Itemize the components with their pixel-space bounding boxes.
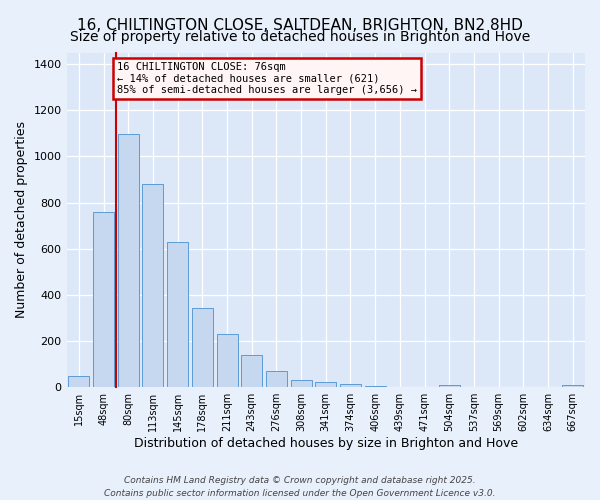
Bar xyxy=(340,384,361,387)
Bar xyxy=(167,242,188,387)
Bar xyxy=(439,385,460,387)
Bar xyxy=(290,380,311,387)
Bar xyxy=(118,134,139,387)
Bar xyxy=(562,385,583,387)
Bar xyxy=(315,382,336,387)
Bar xyxy=(142,184,163,387)
Bar xyxy=(365,386,386,387)
Bar xyxy=(93,212,114,387)
X-axis label: Distribution of detached houses by size in Brighton and Hove: Distribution of detached houses by size … xyxy=(134,437,518,450)
Text: Contains HM Land Registry data © Crown copyright and database right 2025.
Contai: Contains HM Land Registry data © Crown c… xyxy=(104,476,496,498)
Text: 16 CHILTINGTON CLOSE: 76sqm
← 14% of detached houses are smaller (621)
85% of se: 16 CHILTINGTON CLOSE: 76sqm ← 14% of det… xyxy=(117,62,417,95)
Bar xyxy=(241,355,262,387)
Y-axis label: Number of detached properties: Number of detached properties xyxy=(15,122,28,318)
Bar xyxy=(217,334,238,387)
Bar xyxy=(68,376,89,387)
Bar xyxy=(266,371,287,387)
Bar xyxy=(192,308,213,387)
Text: 16, CHILTINGTON CLOSE, SALTDEAN, BRIGHTON, BN2 8HD: 16, CHILTINGTON CLOSE, SALTDEAN, BRIGHTO… xyxy=(77,18,523,32)
Text: Size of property relative to detached houses in Brighton and Hove: Size of property relative to detached ho… xyxy=(70,30,530,44)
